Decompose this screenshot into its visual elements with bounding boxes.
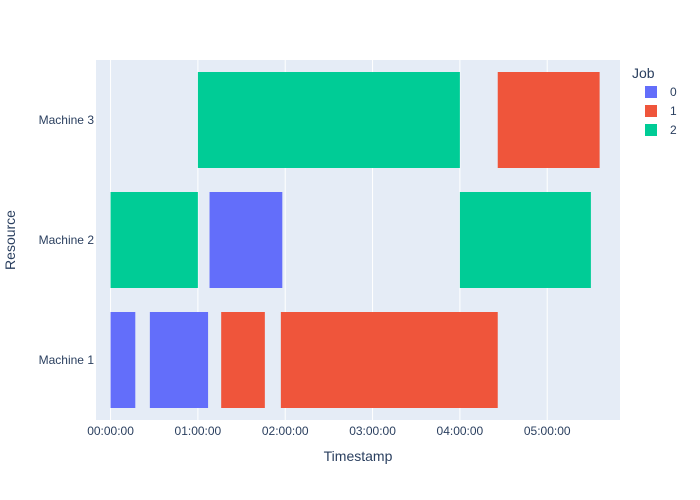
task-bar-machine-3-job-2: [197, 72, 460, 168]
x-axis-ticks: 00:00:00 01:00:00 02:00:00 03:00:00 04:00:00…: [87, 424, 571, 438]
task-bar-machine-1-job-1: [280, 312, 498, 408]
legend-swatch-job-1: [645, 105, 657, 117]
y-axis-ticks: Machine 3 Machine 2 Machine 1: [39, 113, 95, 367]
task-bar-machine-1-job-0: [110, 312, 136, 408]
x-tick-label: 04:00:00: [437, 424, 484, 438]
task-bars: [110, 72, 600, 408]
x-axis-title: Timestamp: [324, 448, 393, 464]
y-tick-label: Machine 2: [39, 233, 95, 247]
x-tick-label: 00:00:00: [87, 424, 134, 438]
x-tick-label: 03:00:00: [349, 424, 396, 438]
task-bar-machine-1-job-1: [221, 312, 265, 408]
task-bar-machine-2-job-2: [110, 192, 198, 288]
legend-label-job-0: 0: [670, 85, 677, 99]
y-tick-label: Machine 3: [39, 113, 95, 127]
legend-label-job-2: 2: [670, 123, 677, 137]
legend-swatch-job-0: [645, 86, 657, 98]
x-tick-label: 01:00:00: [175, 424, 222, 438]
task-bar-machine-2-job-2: [459, 192, 591, 288]
y-axis-title: Resource: [2, 210, 18, 270]
x-tick-label: 05:00:00: [524, 424, 571, 438]
y-tick-label: Machine 1: [39, 353, 95, 367]
legend-swatch-job-2: [645, 124, 657, 136]
legend: Job 0 1 2: [632, 65, 677, 137]
task-bar-machine-1-job-0: [149, 312, 209, 408]
legend-label-job-1: 1: [670, 104, 677, 118]
task-bar-machine-2-job-0: [209, 192, 283, 288]
legend-items: 0 1 2: [645, 85, 677, 137]
legend-title: Job: [632, 65, 655, 81]
x-tick-label: 02:00:00: [262, 424, 309, 438]
task-bar-machine-3-job-1: [497, 72, 600, 168]
